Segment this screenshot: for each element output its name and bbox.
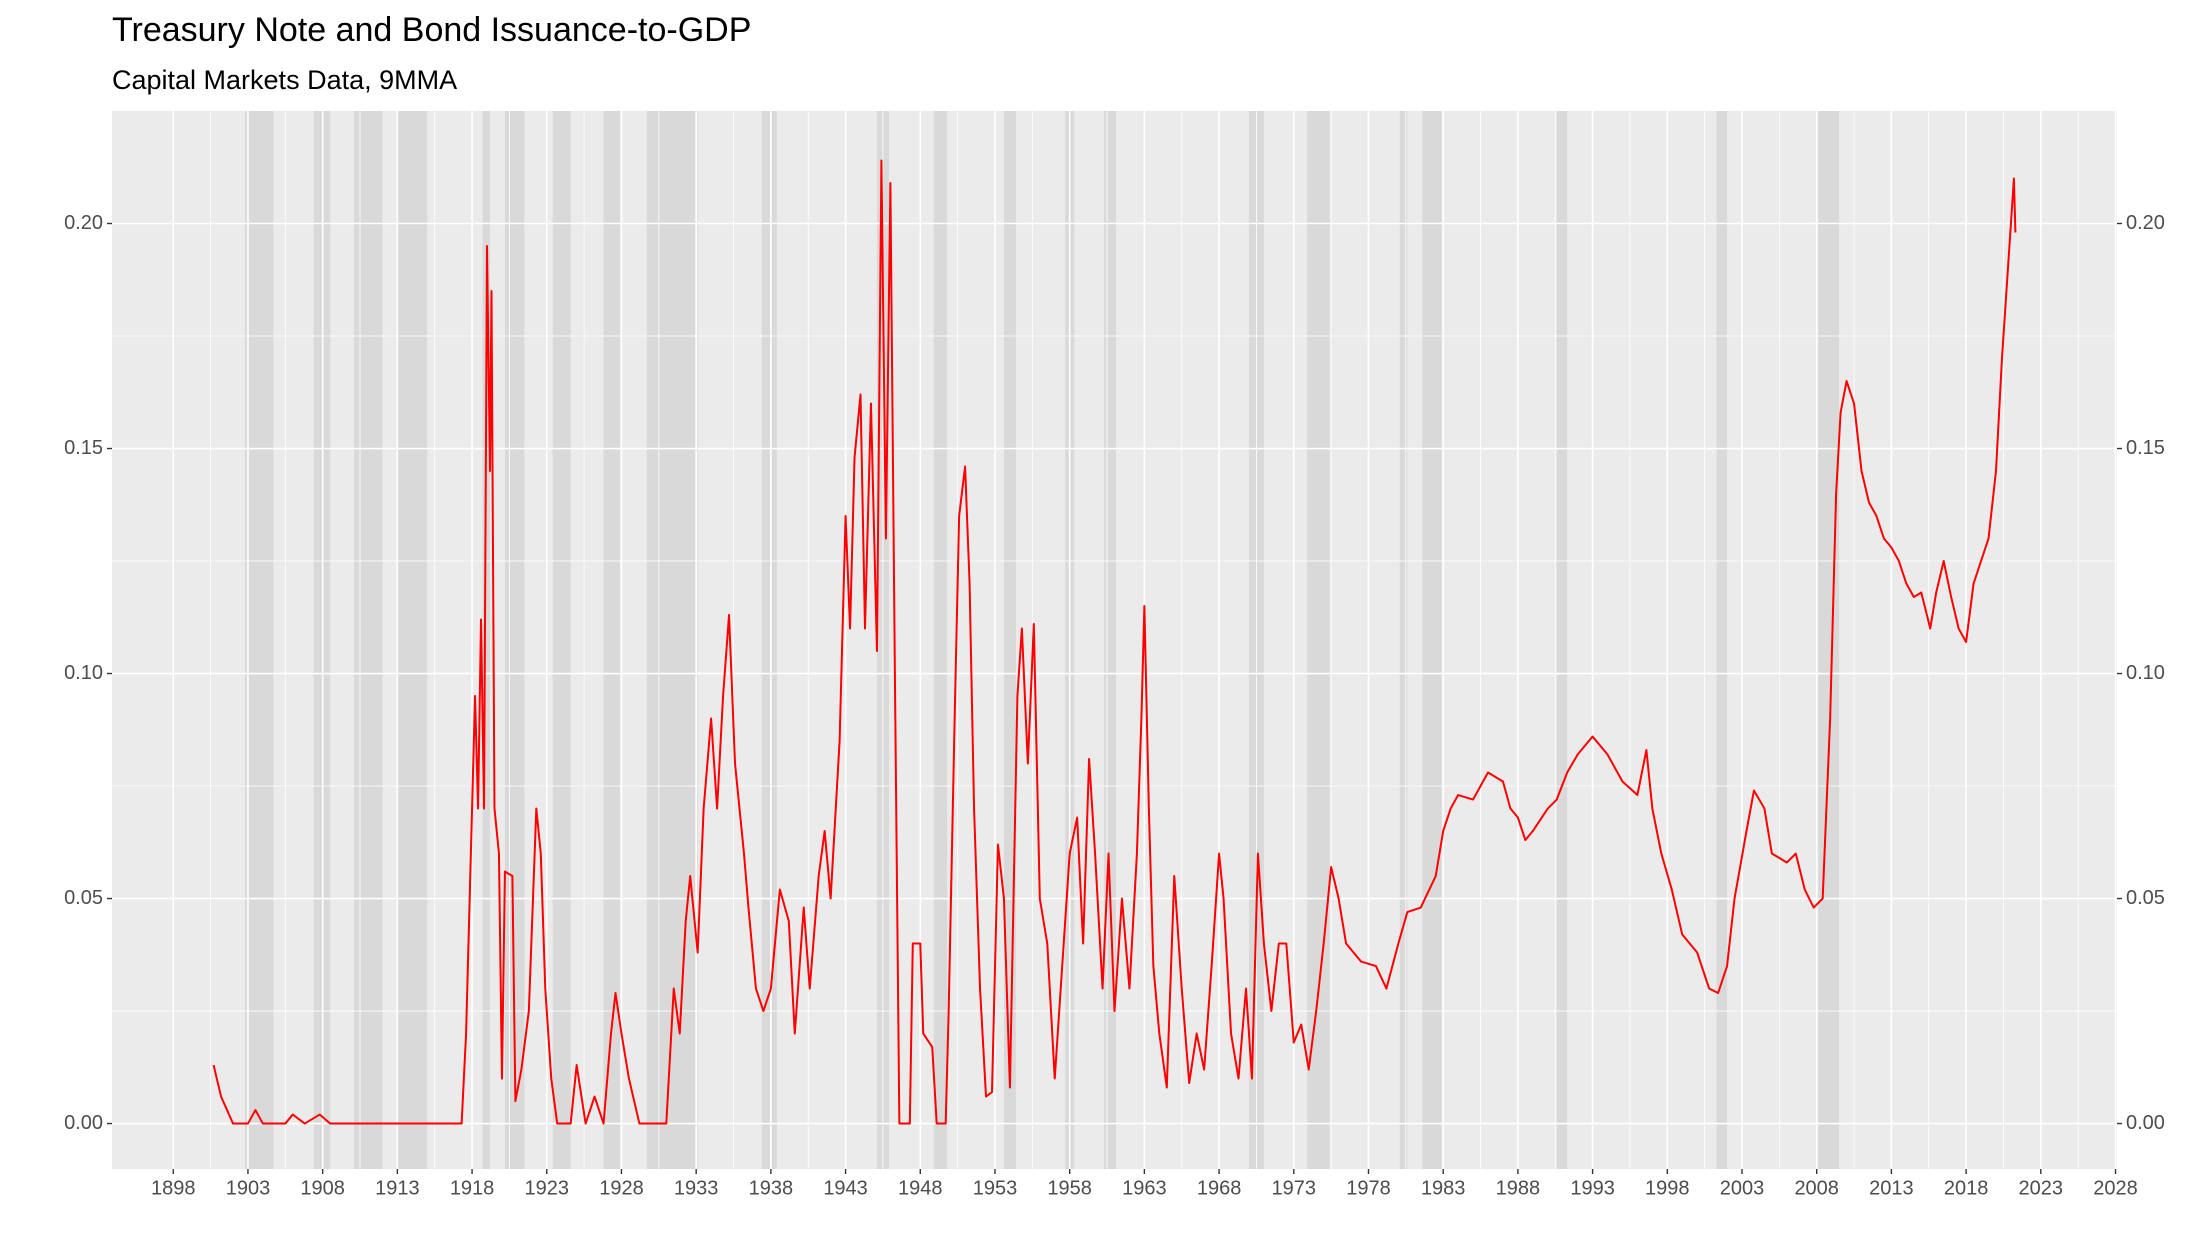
x-tick-label: 1908 xyxy=(300,1177,345,1199)
x-tick-label: 1973 xyxy=(1272,1177,1317,1199)
shaded-period xyxy=(1307,111,1330,1169)
y-tick-label: 0.15 xyxy=(64,437,103,459)
x-tick-label: 1898 xyxy=(151,1177,196,1199)
x-tick-label: 1913 xyxy=(375,1177,420,1199)
shaded-period xyxy=(646,111,698,1169)
chart-title: Treasury Note and Bond Issuance-to-GDP xyxy=(112,11,751,49)
x-tick-label: 1948 xyxy=(898,1177,943,1199)
shaded-period xyxy=(933,111,948,1169)
shaded-period xyxy=(603,111,620,1169)
x-tick-label: 1968 xyxy=(1197,1177,1242,1199)
y-tick-label: 0.10 xyxy=(64,662,103,684)
x-tick-label: 1953 xyxy=(973,1177,1018,1199)
shaded-period xyxy=(482,111,490,1169)
shaded-period xyxy=(552,111,571,1169)
y-tick-label: 0.00 xyxy=(64,1112,103,1134)
x-tick-label: 1923 xyxy=(525,1177,570,1199)
shaded-period xyxy=(244,111,274,1169)
x-tick-label: 2008 xyxy=(1794,1177,1839,1199)
x-tick-label: 1978 xyxy=(1346,1177,1391,1199)
shaded-period xyxy=(354,111,383,1169)
shaded-period xyxy=(1716,111,1728,1169)
y-tick-label: 0.20 xyxy=(64,212,103,234)
x-tick-label: 2028 xyxy=(2093,1177,2138,1199)
x-tick-label: 1983 xyxy=(1421,1177,1466,1199)
x-tick-label: 1958 xyxy=(1047,1177,1092,1199)
x-tick-label: 2018 xyxy=(1944,1177,1989,1199)
y2-tick-label: 0.10 xyxy=(2126,662,2165,684)
shaded-period xyxy=(761,111,777,1169)
y-tick-label: 0.05 xyxy=(64,887,103,909)
y2-tick-label: 0.20 xyxy=(2126,212,2165,234)
x-tick-label: 1903 xyxy=(226,1177,271,1199)
y2-tick-label: 0.05 xyxy=(2126,887,2165,909)
shaded-period xyxy=(1556,111,1568,1169)
shaded-period xyxy=(397,111,428,1169)
y2-tick-label: 0.00 xyxy=(2126,1112,2165,1134)
data-line xyxy=(212,159,2017,1125)
x-tick-label: 2023 xyxy=(2019,1177,2064,1199)
x-tick-label: 1998 xyxy=(1645,1177,1690,1199)
shaded-period xyxy=(1104,111,1116,1169)
x-tick-label: 1988 xyxy=(1496,1177,1541,1199)
x-tick-label: 1943 xyxy=(823,1177,868,1199)
shaded-period xyxy=(1422,111,1442,1169)
shaded-period xyxy=(1003,111,1016,1169)
x-tick-label: 2003 xyxy=(1720,1177,1765,1199)
shaded-period xyxy=(1818,111,1840,1169)
y2-tick-label: 0.15 xyxy=(2126,437,2165,459)
x-tick-label: 1933 xyxy=(674,1177,719,1199)
x-tick-label: 1993 xyxy=(1570,1177,1615,1199)
chart-subtitle: Capital Markets Data, 9MMA xyxy=(112,65,457,95)
shaded-period xyxy=(1399,111,1408,1169)
x-tick-label: 1963 xyxy=(1122,1177,1167,1199)
x-tick-label: 1938 xyxy=(749,1177,794,1199)
x-tick-label: 2013 xyxy=(1869,1177,1914,1199)
x-tick-label: 1928 xyxy=(599,1177,644,1199)
x-tick-label: 1918 xyxy=(450,1177,495,1199)
